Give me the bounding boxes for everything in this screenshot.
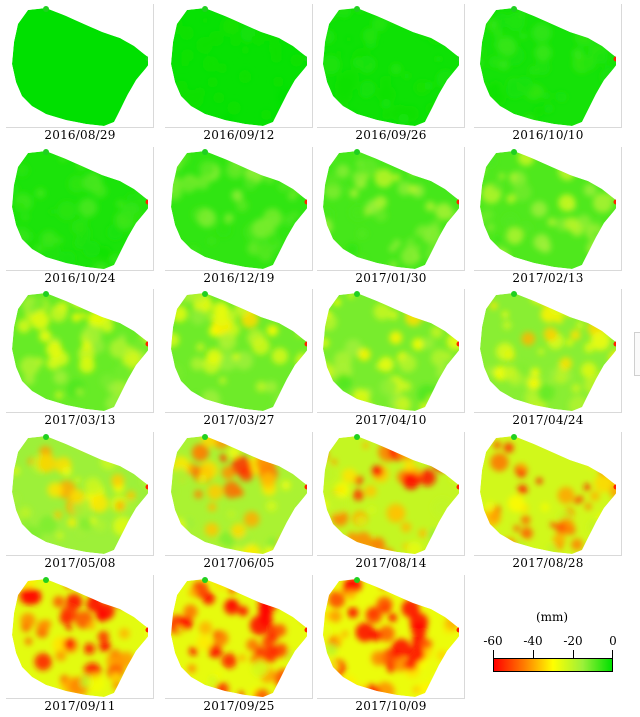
- deformation-map: [171, 6, 307, 126]
- legend-tick-label-0: -60: [483, 634, 503, 648]
- panel-date-label: 2017/10/09: [355, 699, 427, 713]
- panel-date-label: 2017/08/14: [355, 556, 427, 570]
- map-panel: 2017/08/28: [468, 430, 622, 570]
- map-panel: 2017/06/05: [159, 430, 313, 570]
- map-panel: 2016/12/19: [159, 145, 313, 285]
- region-fill: [480, 436, 616, 554]
- deformation-map: [12, 434, 148, 554]
- deformation-map: [12, 6, 148, 126]
- map-panel: 2017/01/30: [311, 145, 465, 285]
- panel-date-label: 2017/04/24: [512, 413, 584, 427]
- map-panel: 2016/10/24: [0, 145, 154, 285]
- window-edge-tab: [634, 332, 640, 376]
- map-panel: 2017/09/11: [0, 573, 154, 713]
- map-panel: 2016/09/12: [159, 2, 313, 142]
- map-panel: 2017/03/27: [159, 287, 313, 427]
- map-panel: 2017/08/14: [311, 430, 465, 570]
- region-fill: [323, 293, 459, 411]
- deformation-map: [171, 291, 307, 411]
- map-panel: 2017/03/13: [0, 287, 154, 427]
- panel-date-label: 2017/01/30: [355, 271, 427, 285]
- legend-tick-label-1: -40: [523, 634, 543, 648]
- panel-date-label: 2016/12/19: [203, 271, 275, 285]
- deformation-map: [480, 434, 616, 554]
- map-panel: 2017/04/10: [311, 287, 465, 427]
- legend-tick: [612, 650, 613, 658]
- panel-date-label: 2016/09/12: [203, 128, 275, 142]
- map-panel: 2017/10/09: [311, 573, 465, 713]
- map-panel: 2017/02/13: [468, 145, 622, 285]
- deformation-map: [171, 434, 307, 554]
- deformation-map: [171, 577, 307, 697]
- deformation-map: [323, 6, 459, 126]
- deformation-map: [171, 149, 307, 269]
- legend-unit: (mm): [535, 610, 569, 624]
- panel-date-label: 2017/02/13: [512, 271, 584, 285]
- panel-date-label: 2017/05/08: [44, 556, 116, 570]
- map-panel: 2017/05/08: [0, 430, 154, 570]
- panel-date-label: 2016/10/24: [44, 271, 116, 285]
- map-panel: 2017/09/25: [159, 573, 313, 713]
- deformation-map: [323, 291, 459, 411]
- legend-tick-label-3: 0: [609, 634, 617, 648]
- deformation-map: [480, 149, 616, 269]
- legend-tick: [573, 650, 574, 658]
- panel-date-label: 2016/09/26: [355, 128, 427, 142]
- deformation-map: [12, 577, 148, 697]
- panel-date-label: 2016/10/10: [512, 128, 584, 142]
- panel-date-label: 2017/08/28: [512, 556, 584, 570]
- legend-tick: [493, 650, 494, 658]
- deformation-map: [480, 6, 616, 126]
- map-panel: 2016/08/29: [0, 2, 154, 142]
- panel-date-label: 2016/08/29: [44, 128, 116, 142]
- deformation-map: [323, 577, 459, 697]
- region-fill: [323, 8, 459, 126]
- map-panel: 2016/10/10: [468, 2, 622, 142]
- panel-date-label: 2017/03/27: [203, 413, 275, 427]
- panel-date-label: 2017/09/25: [203, 699, 275, 713]
- panel-date-label: 2017/03/13: [44, 413, 116, 427]
- panel-date-label: 2017/09/11: [44, 699, 116, 713]
- panel-date-label: 2017/06/05: [203, 556, 275, 570]
- deformation-map: [12, 149, 148, 269]
- panel-date-label: 2017/04/10: [355, 413, 427, 427]
- map-panel: 2016/09/26: [311, 2, 465, 142]
- deformation-map: [480, 291, 616, 411]
- deformation-map: [323, 434, 459, 554]
- color-legend: (mm) -60 -40 -20 0: [483, 610, 620, 680]
- deformation-map: [323, 149, 459, 269]
- deformation-map: [12, 291, 148, 411]
- legend-color-bar: [493, 658, 613, 672]
- legend-tick: [533, 650, 534, 658]
- map-panel: 2017/04/24: [468, 287, 622, 427]
- legend-tick-label-2: -20: [563, 634, 583, 648]
